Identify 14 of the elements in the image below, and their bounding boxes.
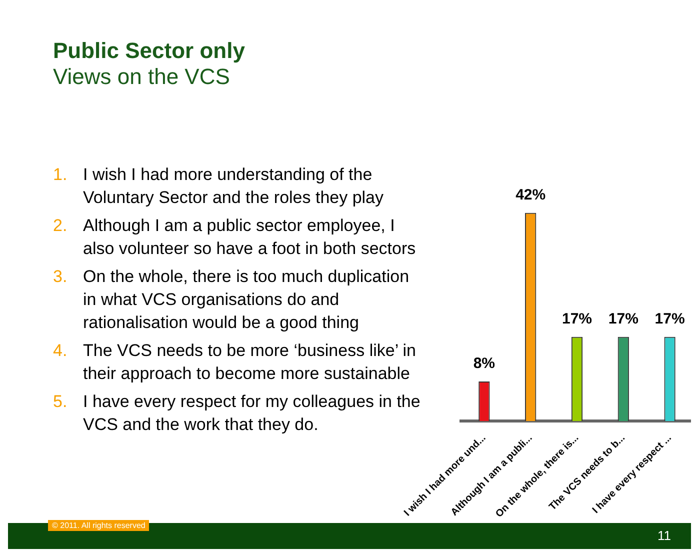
text: 5. I have every respect for my colleagues in the VCS and the work that they do. bbox=[53, 391, 420, 436]
data-label: 8% bbox=[473, 355, 496, 372]
data-label: 17% bbox=[654, 310, 685, 328]
text: © 2011. All rights reserved bbox=[48, 520, 150, 531]
text: Public Sector only bbox=[53, 38, 245, 64]
data-label: 42% bbox=[516, 186, 546, 204]
text: Views on the VCS bbox=[53, 64, 231, 90]
text: 3. On the whole, there is too much duplication in what VCS organisations do and rationalisation would be a good thing bbox=[53, 266, 410, 334]
text: 4. The VCS needs to be more ‘business like’ in their approach to become more sustainable bbox=[53, 340, 417, 385]
text: 2. Although I am a public sector employee, I also volunteer so have a foot in both sectors bbox=[53, 215, 417, 260]
data-label: 17% bbox=[608, 310, 638, 328]
text: 11 bbox=[658, 528, 671, 543]
data-label: 17% bbox=[562, 310, 592, 328]
text: 1. I wish I had more understanding of the Voluntary Sector and the roles they play bbox=[53, 164, 385, 209]
